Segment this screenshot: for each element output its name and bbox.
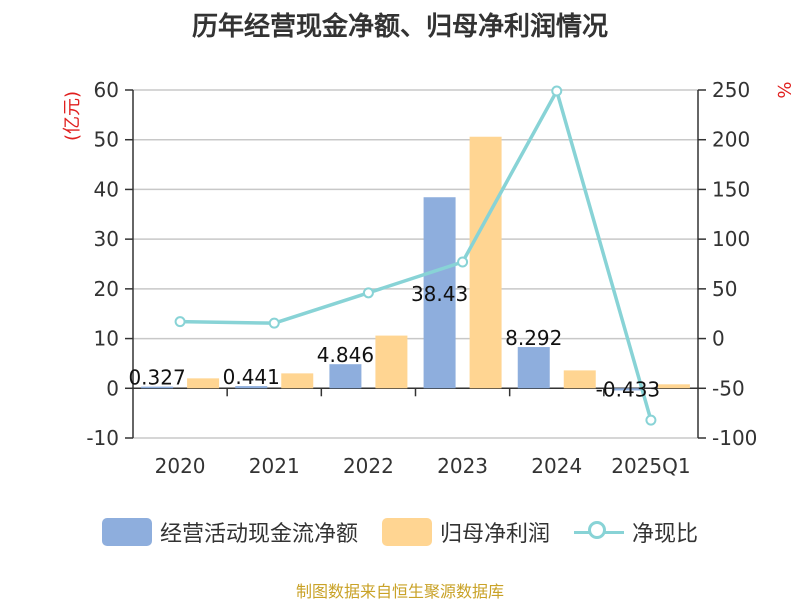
bar-profit-2021: [281, 373, 314, 389]
left-tick-label-6: 50: [94, 128, 119, 152]
data-label-cashflow-2022: 4.846: [317, 343, 374, 367]
data-label-cashflow-2021: 0.441: [223, 365, 280, 389]
bar-cashflow-2022: [329, 364, 362, 389]
bar-profit-2022: [375, 335, 408, 389]
data-label-cashflow-2023: 38.43: [411, 282, 468, 306]
bar-cashflow-2023: [423, 197, 456, 389]
x-tick-label-2: 2022: [343, 454, 394, 478]
right-tick-label-1: -50: [712, 376, 745, 400]
bar-cashflow-2021: [235, 386, 268, 389]
right-tick-label-5: 150: [712, 177, 750, 201]
x-tick-label-1: 2021: [249, 454, 300, 478]
right-tick-label-7: 250: [712, 78, 750, 102]
ratio-point-2020: [174, 316, 186, 328]
legend-swatch-profit: [381, 518, 432, 546]
left-axis-unit: (亿元): [62, 91, 83, 141]
bar-profit-2020: [187, 378, 220, 389]
left-tick-label-2: 10: [94, 327, 119, 351]
left-tick-label-7: 60: [94, 78, 119, 102]
ratio-point-2021: [268, 317, 280, 329]
ratio-point-2025Q1: [645, 414, 657, 426]
data-label-cashflow-2020: 0.327: [128, 366, 185, 390]
data-label-cashflow-2024: 8.292: [505, 326, 562, 350]
ratio-point-2023: [457, 256, 469, 268]
legend-item-cashflow[interactable]: 经营活动现金流净额: [101, 516, 358, 548]
legend-label-profit: 归母净利润: [439, 522, 550, 547]
left-tick-label-1: 0: [106, 376, 119, 400]
ratio-point-2024: [551, 85, 563, 97]
x-tick-label-5: 2025Q1: [611, 454, 690, 478]
right-axis-unit: %: [773, 81, 794, 98]
data-source-note: 制图数据来自恒生聚源数据库: [295, 582, 504, 601]
right-tick-label-0: -100: [712, 426, 757, 450]
ratio-point-2022: [362, 287, 374, 299]
legend-label-ratio: 净现比: [632, 522, 699, 547]
left-tick-label-5: 40: [94, 177, 119, 201]
bar-profit-2023: [469, 136, 502, 389]
x-tick-label-4: 2024: [531, 454, 582, 478]
legend-item-ratio[interactable]: 净现比: [574, 516, 698, 548]
x-tick-label-0: 2020: [155, 454, 206, 478]
chart-legend: 经营活动现金流净额 归母净利润 净现比: [0, 516, 800, 548]
bar-cashflow-2020: [141, 386, 174, 389]
right-tick-label-6: 200: [712, 128, 750, 152]
left-tick-label-4: 30: [94, 227, 119, 251]
legend-swatch-cashflow: [101, 518, 152, 546]
bar-cashflow-2025Q1: [611, 388, 644, 391]
x-tick-label-3: 2023: [437, 454, 488, 478]
chart-title: 历年经营现金净额、归母净利润情况: [191, 12, 608, 42]
bar-profit-2025Q1: [657, 384, 690, 389]
data-label-cashflow-2025Q1: -0.433: [596, 377, 660, 401]
legend-item-profit[interactable]: 归母净利润: [381, 516, 550, 548]
right-tick-label-2: 0: [712, 327, 725, 351]
legend-label-cashflow: 经营活动现金流净额: [159, 522, 358, 547]
bar-cashflow-2024: [517, 347, 550, 389]
bar-profit-2024: [563, 370, 596, 389]
left-tick-label-3: 20: [94, 277, 119, 301]
legend-line-ratio-icon: [574, 518, 624, 546]
right-tick-label-4: 100: [712, 227, 750, 251]
left-tick-label-0: -10: [86, 426, 119, 450]
ratio-line: [180, 89, 653, 421]
right-tick-label-3: 50: [712, 277, 737, 301]
